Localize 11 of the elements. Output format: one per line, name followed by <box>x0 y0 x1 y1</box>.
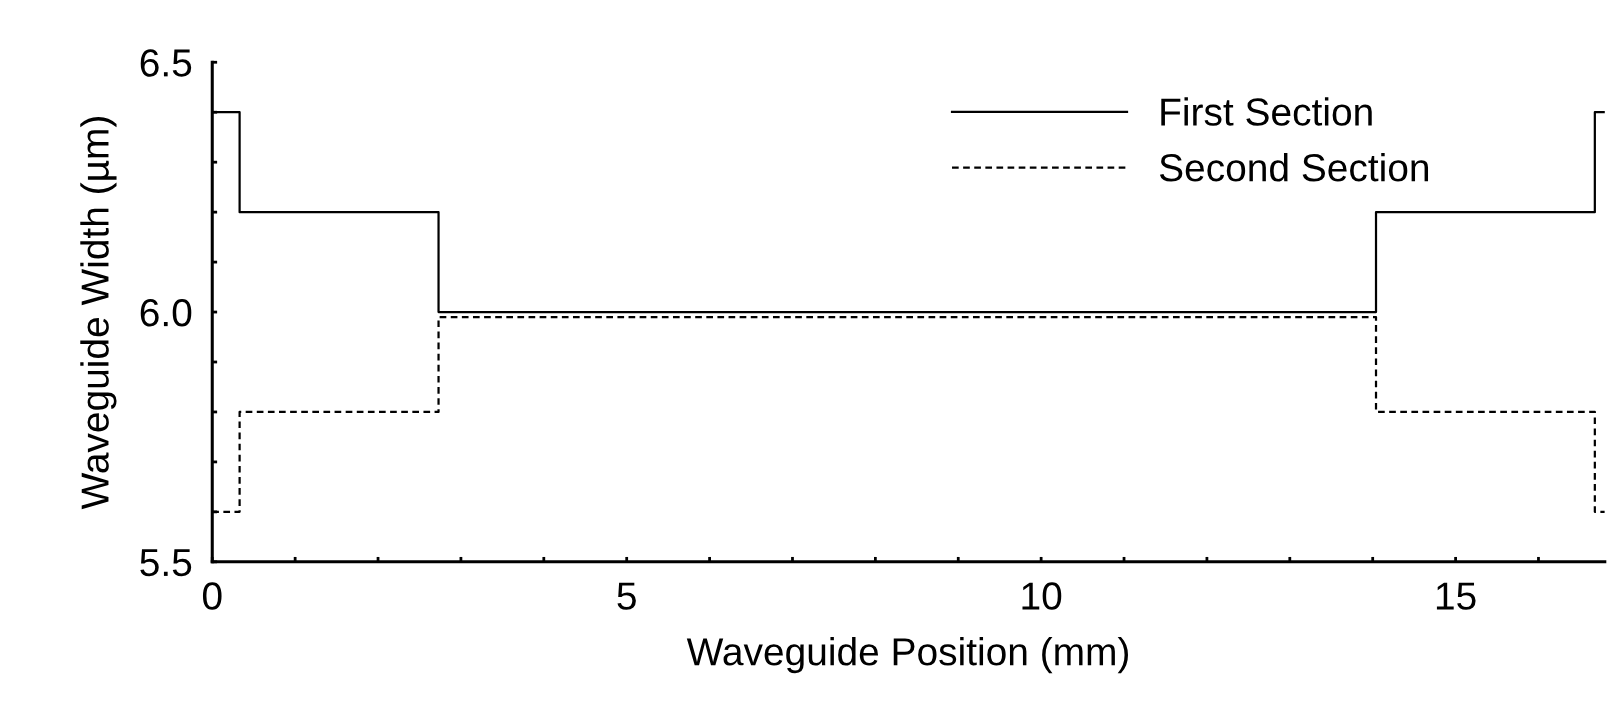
y-tick-label: 6.5 <box>140 49 192 77</box>
y-tick-label: 6.0 <box>140 298 192 327</box>
legend-label: Second Section <box>1159 152 1429 182</box>
x-axis-title: Waveguide Position (mm) <box>686 636 1128 674</box>
legend-label: First Section <box>1161 97 1372 126</box>
y-tick-label: 5.5 <box>140 549 192 577</box>
x-tick-label: 10 <box>1022 582 1062 610</box>
x-tick-label: 15 <box>1436 582 1476 610</box>
y-axis-title: Waveguide Width (µm) <box>80 117 117 510</box>
x-tick-label: 0 <box>202 582 222 610</box>
x-tick-label: 5 <box>617 582 636 610</box>
